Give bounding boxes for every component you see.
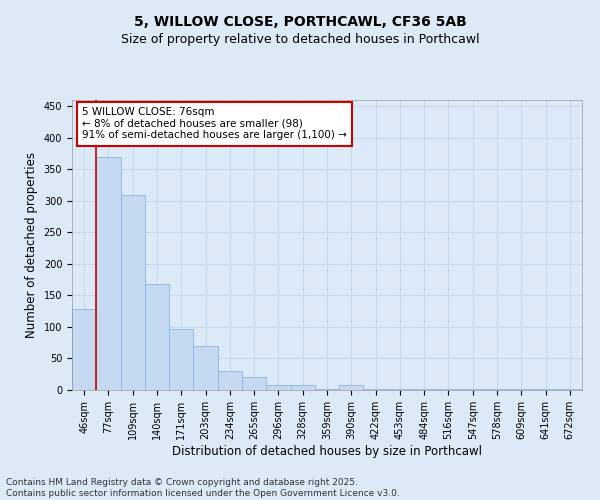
Bar — [315, 388, 339, 390]
Bar — [242, 378, 266, 390]
Bar — [388, 388, 412, 390]
Bar — [218, 371, 242, 390]
Text: 5 WILLOW CLOSE: 76sqm
← 8% of detached houses are smaller (98)
91% of semi-detac: 5 WILLOW CLOSE: 76sqm ← 8% of detached h… — [82, 108, 347, 140]
X-axis label: Distribution of detached houses by size in Porthcawl: Distribution of detached houses by size … — [172, 444, 482, 458]
Bar — [145, 284, 169, 390]
Bar — [339, 385, 364, 390]
Bar — [364, 388, 388, 390]
Bar — [96, 156, 121, 390]
Text: 5, WILLOW CLOSE, PORTHCAWL, CF36 5AB: 5, WILLOW CLOSE, PORTHCAWL, CF36 5AB — [134, 15, 466, 29]
Bar — [193, 346, 218, 390]
Bar — [121, 194, 145, 390]
Bar — [169, 329, 193, 390]
Text: Contains HM Land Registry data © Crown copyright and database right 2025.
Contai: Contains HM Land Registry data © Crown c… — [6, 478, 400, 498]
Bar — [72, 310, 96, 390]
Text: Size of property relative to detached houses in Porthcawl: Size of property relative to detached ho… — [121, 32, 479, 46]
Y-axis label: Number of detached properties: Number of detached properties — [25, 152, 38, 338]
Bar — [266, 385, 290, 390]
Bar — [290, 385, 315, 390]
